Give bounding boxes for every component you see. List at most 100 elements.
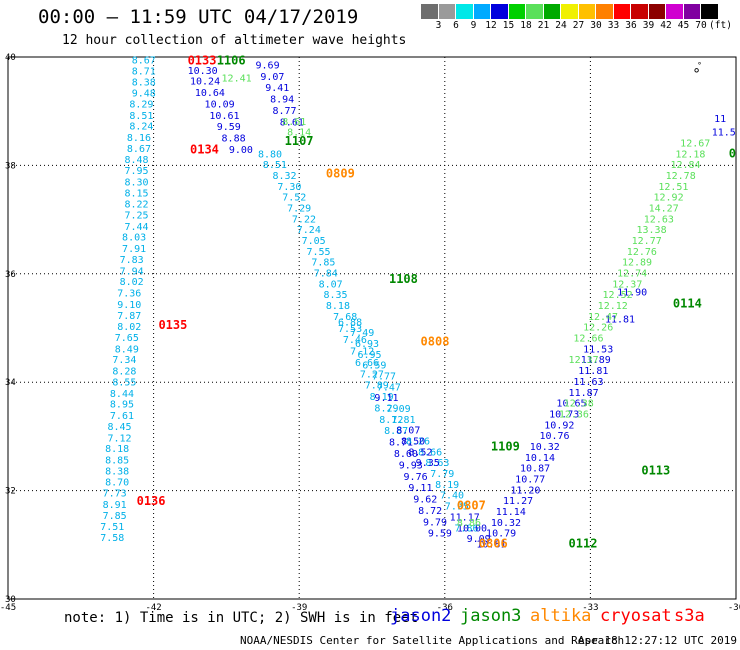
wave-height-label: 8.49: [115, 344, 139, 355]
wave-height-label: 7.25: [124, 211, 148, 222]
legend-s3a: s3a: [674, 606, 705, 626]
wave-height-label: 11.14: [496, 507, 526, 518]
wave-height-label: 12.38: [564, 399, 594, 410]
wave-height-label: 10.32: [491, 518, 521, 529]
scale-swatch: [701, 4, 719, 19]
lon-tick-label: -30: [728, 603, 740, 613]
wave-height-label: 7.12: [107, 433, 131, 444]
lon-tick-label: -39: [291, 603, 307, 613]
wave-height-label: 7.49: [350, 328, 374, 339]
wave-height-label: 7.36: [117, 289, 141, 300]
scale-label: 33: [607, 20, 620, 31]
wave-height-label: 9.59: [428, 529, 452, 540]
wave-height-label: 12.36: [559, 409, 589, 420]
wave-height-label: 8.07: [319, 279, 343, 290]
wave-height-label: 7.46: [343, 335, 367, 346]
wave-height-label: 12.84: [670, 160, 700, 171]
wave-height-label: 10.14: [525, 453, 555, 464]
wave-height-label: 8.32: [273, 171, 297, 182]
wave-height-label: 7.68: [333, 312, 357, 323]
page-subtitle: 12 hour collection of altimeter wave hei…: [62, 33, 407, 48]
wave-height-label: 10.61: [209, 111, 239, 122]
wave-height-label: 9.79: [423, 517, 447, 528]
pass-time-label: 0806: [479, 537, 508, 551]
wave-height-label: 8.38: [105, 466, 129, 477]
wave-height-label: 12.66: [573, 334, 603, 345]
wave-height-label: 12.77: [632, 236, 662, 247]
wave-height-label: 10.00: [457, 523, 487, 534]
wave-height-label: 8.29: [374, 403, 398, 414]
land-marker: °: [692, 67, 700, 83]
wave-height-label: 7.30: [277, 182, 301, 193]
pass-time-label: 0808: [421, 334, 450, 348]
wave-height-label: 8.02: [117, 322, 141, 333]
wave-height-label: 8.71: [132, 66, 156, 77]
footer-date: Apr 18 12:27:12 UTC 2019: [578, 634, 737, 647]
wave-height-label: 9.76: [404, 472, 428, 483]
lon-tick-label: -45: [0, 603, 16, 613]
scale-label: 27: [572, 20, 585, 31]
scale-swatch: [508, 4, 526, 19]
scale-label: 21: [537, 20, 550, 31]
wave-height-label: 8.67: [132, 56, 156, 67]
scale-label: 3: [435, 20, 442, 31]
legend-cryosat: cryosat: [600, 606, 672, 626]
wave-height-label: 7.95: [124, 166, 148, 177]
scale-swatch: [613, 4, 631, 19]
pass-time-label: 0133: [188, 54, 217, 68]
wave-height-label: 8.02: [120, 277, 144, 288]
wave-height-label: 11.81: [605, 315, 635, 326]
pass-time-label: 1107: [285, 134, 314, 148]
wave-height-label: 12.51: [658, 182, 688, 193]
wave-height-label: 10.64: [195, 88, 225, 99]
wave-height-label: 7.05: [302, 236, 326, 247]
wave-height-label: 8.19: [370, 392, 394, 403]
wave-height-label: 12.76: [627, 247, 657, 258]
wave-height-label: 8.18: [326, 301, 350, 312]
wave-height-label: 9.69: [256, 60, 280, 71]
wave-height-label: 8.66: [418, 447, 442, 458]
wave-height-label: 10.77: [515, 474, 545, 485]
wave-height-label: 8.87: [384, 426, 408, 437]
wave-height-label: 8.35: [323, 290, 347, 301]
wave-height-label: 7.40: [440, 491, 464, 502]
wave-height-label: 8.94: [270, 95, 294, 106]
legend-jason2: jason2: [390, 606, 452, 626]
land-marker-dot: °: [697, 61, 702, 70]
wave-height-label: 9.00: [229, 145, 253, 156]
wave-height-label: 7.95: [445, 502, 469, 513]
scale-swatch: [421, 4, 439, 19]
wave-height-label: 8.52: [408, 447, 432, 458]
wave-height-label: 9.35: [416, 458, 440, 469]
pass-time-label: 0135: [158, 318, 187, 332]
wave-height-label: 8.38: [132, 78, 156, 89]
wave-height-label: 8.12: [379, 415, 403, 426]
wave-height-label: 8.86: [457, 518, 481, 529]
wave-height-label: 9.48: [132, 89, 156, 100]
wave-height-label: 9.93: [399, 460, 423, 471]
scale-label: 70: [695, 20, 707, 31]
wave-height-label: 8.29: [129, 99, 153, 110]
wave-height-label: 8.91: [103, 500, 127, 511]
legend-altika: altika: [530, 606, 592, 626]
color-scale: 3 6 9 12 15 18 21 24 27 30 33 36 39 42 45 70 (ft): [421, 4, 732, 33]
pass-time-label: 1108: [389, 272, 418, 286]
pass-time-label: 0807: [457, 499, 486, 513]
lon-tick-label: -33: [582, 603, 598, 613]
wave-height-label: 13.38: [637, 225, 667, 236]
wave-height-label: 11.89: [581, 355, 611, 366]
wave-height-label: 8.95: [110, 400, 134, 411]
wave-height-label: 8.50: [401, 437, 425, 448]
color-scale-bar: [421, 4, 719, 19]
pass-time-label: 1109: [491, 439, 520, 453]
wave-height-label: 12.41: [222, 73, 252, 84]
wave-height-label: 11.27: [503, 496, 533, 507]
wave-height-label: 8.51: [129, 111, 153, 122]
lon-tick-label: -42: [145, 603, 161, 613]
map-frame: [7, 56, 737, 600]
wave-height-label: 12.12: [598, 301, 628, 312]
wave-height-label: 8.63: [425, 458, 449, 469]
wave-height-label: 7.53: [338, 324, 362, 335]
wave-height-label: 8.61: [280, 117, 304, 128]
wave-height-label: 10.30: [188, 66, 218, 77]
